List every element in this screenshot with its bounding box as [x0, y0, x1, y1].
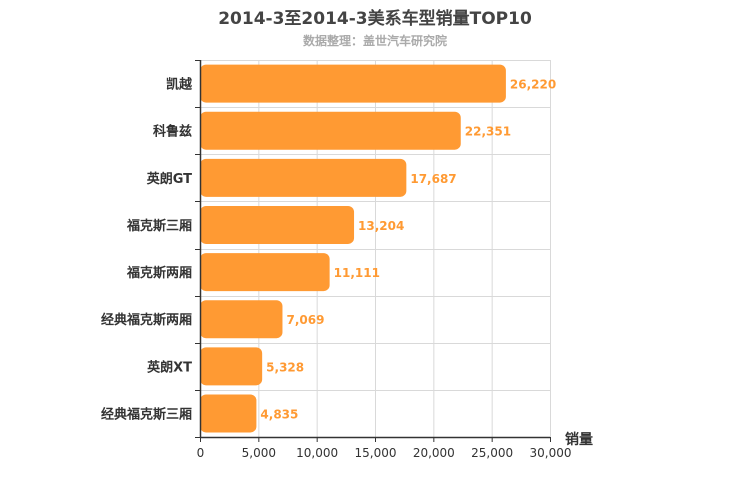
x-tick-label-1: 5,000 [242, 446, 276, 460]
x-tick-label-4: 20,000 [413, 446, 455, 460]
bars-group: 26,220 22,351 17,687 13,204 11,111 7,069 5,328… [200, 64, 556, 433]
chart-subtitle: 数据整理：盖世汽车研究院 [302, 34, 447, 48]
data-label-2: 17,687 [410, 172, 456, 186]
category-label-5: 经典福克斯两厢 [101, 312, 192, 328]
x-tick-label-0: 0 [197, 446, 205, 460]
category-label-7: 经典福克斯三厢 [101, 406, 192, 422]
chart-title: 2014-3至2014-3美系车型销量TOP10 [218, 9, 532, 29]
data-label-5: 7,069 [286, 313, 324, 327]
bar-6 [200, 347, 263, 386]
x-axis-title: 销量 [565, 431, 593, 448]
x-tick-label-2: 10,000 [296, 446, 338, 460]
x-tick-label-6: 30,000 [530, 446, 572, 460]
bar-0 [200, 64, 506, 103]
category-label-4: 福克斯两厢 [126, 265, 192, 281]
x-tick-label-3: 15,000 [355, 446, 397, 460]
bar-7 [200, 394, 257, 433]
bar-3 [200, 205, 355, 244]
data-label-0: 26,220 [510, 78, 556, 92]
data-label-7: 4,835 [260, 407, 298, 421]
category-label-2: 英朗GT [146, 171, 192, 187]
bar-1 [200, 111, 461, 150]
bar-4 [200, 253, 330, 292]
data-label-1: 22,351 [465, 125, 511, 139]
data-label-6: 5,328 [266, 360, 304, 374]
category-label-0: 凯越 [166, 77, 193, 93]
x-tick-label-5: 25,000 [471, 446, 513, 460]
category-label-1: 科鲁兹 [153, 124, 192, 140]
bar-2 [200, 158, 407, 197]
category-label-3: 福克斯三厢 [126, 218, 192, 234]
data-label-3: 13,204 [358, 219, 404, 233]
category-label-6: 英朗XT [146, 359, 192, 375]
data-label-4: 11,111 [334, 266, 380, 280]
bar-5 [200, 300, 283, 339]
